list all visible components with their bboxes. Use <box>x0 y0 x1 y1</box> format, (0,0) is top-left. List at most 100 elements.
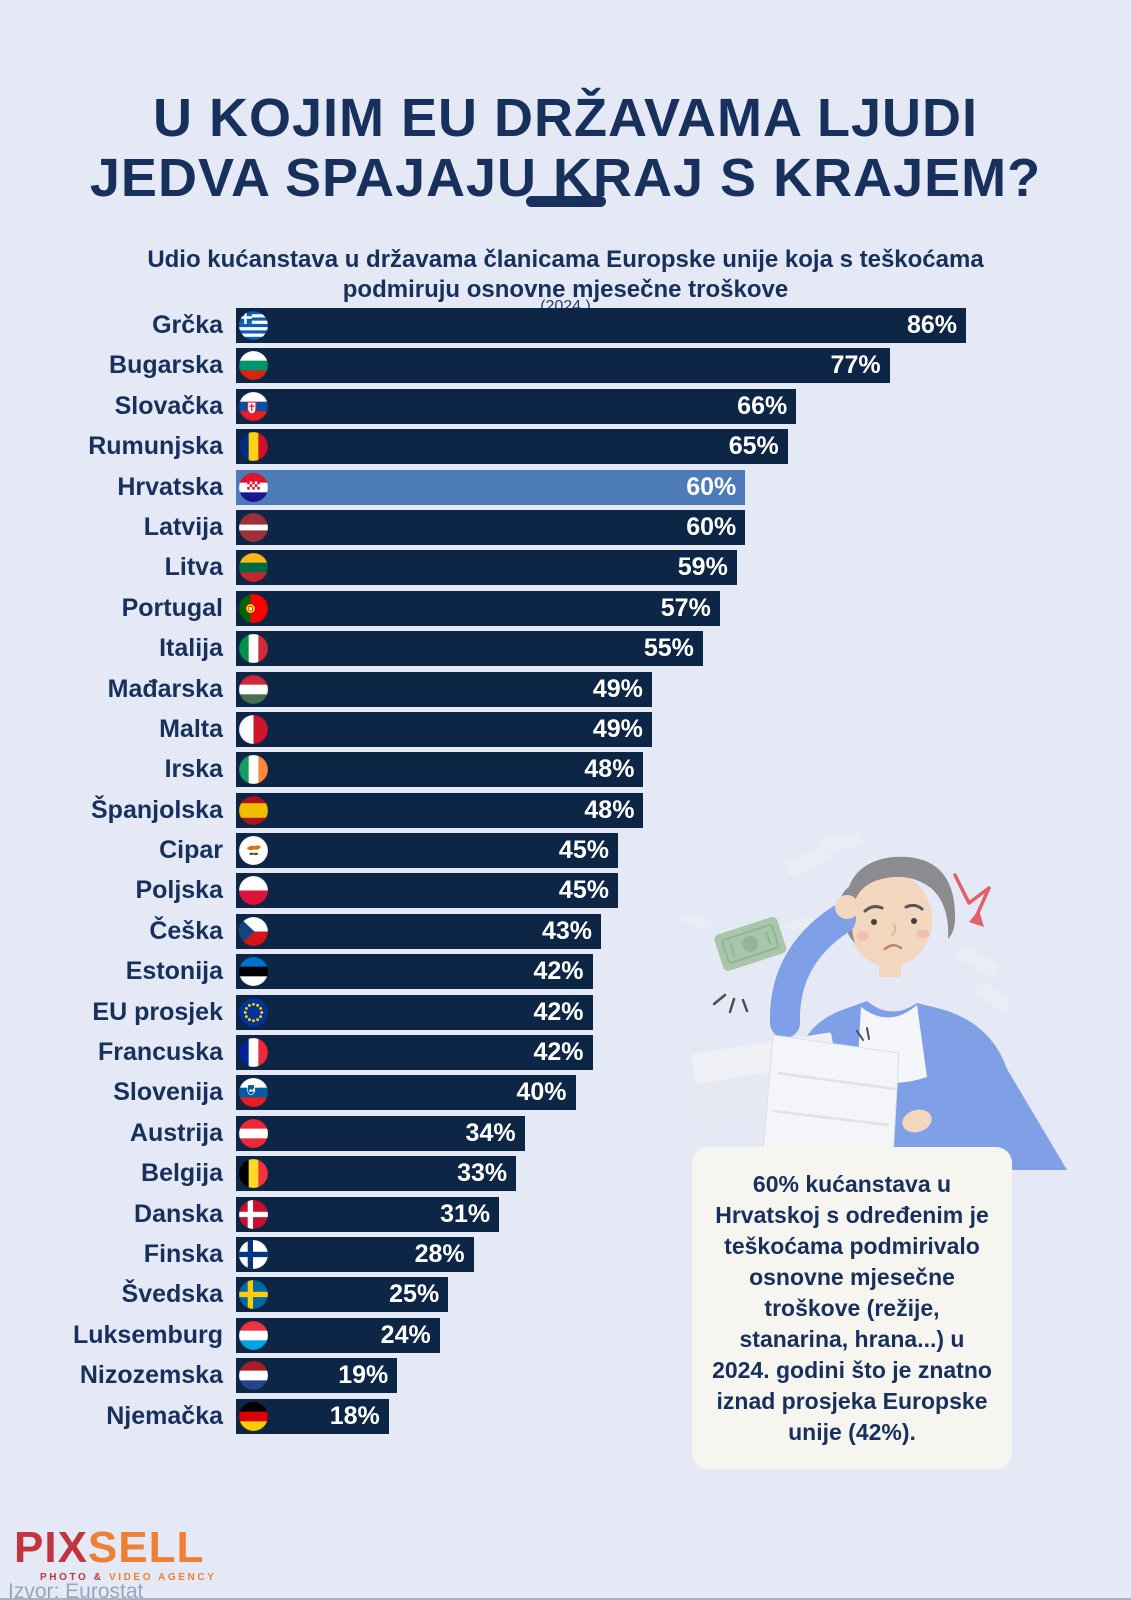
value-label: 60% <box>686 472 737 501</box>
chart-row: Italija 55% <box>0 631 1131 667</box>
value-bar: 60% <box>236 509 746 545</box>
chart-row: Malta 49% <box>0 711 1131 747</box>
logo-sell: SELL <box>87 1523 205 1572</box>
finland-flag-icon <box>239 1239 268 1269</box>
country-label: Mađarska <box>107 674 223 703</box>
hungary-flag-icon <box>239 674 268 704</box>
romania-flag-icon <box>239 432 268 462</box>
value-label: 40% <box>516 1078 567 1107</box>
highlight-callout: 60% kućanstava u Hrvatskoj s određenim j… <box>692 1147 1012 1469</box>
subtitle-line-1: Udio kućanstava u državama članicama Eur… <box>147 246 984 273</box>
value-label: 33% <box>457 1159 508 1188</box>
cyprus-flag-icon <box>239 836 268 866</box>
value-label: 66% <box>737 391 788 420</box>
bill-fold-lines <box>772 1071 896 1127</box>
portugal-flag-icon <box>239 593 268 623</box>
country-label: Cipar <box>159 836 223 865</box>
right-blush <box>916 929 930 939</box>
value-label: 45% <box>558 876 609 905</box>
logo-pix: PIX <box>14 1523 88 1572</box>
czechia-flag-icon <box>239 916 268 946</box>
country-label: Irska <box>164 755 223 784</box>
logo-tagline: PHOTO & VIDEO AGENCY <box>40 1572 217 1583</box>
title-line-1: U KOJIM EU DRŽAVAMA LJUDI <box>152 88 978 149</box>
value-label: 18% <box>329 1401 380 1430</box>
chart-row: Belgija 33% <box>0 1156 1131 1192</box>
value-bar: 48% <box>236 752 644 788</box>
value-bar: 45% <box>236 833 618 869</box>
value-bar: 18% <box>236 1398 389 1434</box>
right-arm-sleeve <box>922 1052 1002 1144</box>
chart-row: Austrija 34% <box>0 1115 1131 1151</box>
value-label: 86% <box>906 311 957 339</box>
value-label: 48% <box>584 795 635 824</box>
country-label: Slovačka <box>114 391 223 420</box>
value-bar: 19% <box>236 1358 398 1394</box>
slovakia-flag-icon <box>239 391 268 421</box>
country-label: Belgija <box>141 1159 223 1188</box>
value-bar: 42% <box>236 994 593 1030</box>
slovenia-flag-icon <box>239 1078 268 1108</box>
country-label: Malta <box>159 714 223 743</box>
chart-row: Hrvatska 60% <box>0 469 1131 505</box>
country-label: Francuska <box>97 1038 223 1067</box>
value-bar: 48% <box>236 792 644 828</box>
austria-flag-icon <box>239 1118 268 1148</box>
chart-row: Grčka 86% <box>0 308 1131 343</box>
value-label: 77% <box>830 351 881 380</box>
value-label: 49% <box>592 674 643 703</box>
chart-row: Irska 48% <box>0 752 1131 788</box>
chart-subtitle: Udio kućanstava u državama članicama Eur… <box>0 245 1131 305</box>
value-label: 59% <box>677 553 728 582</box>
chart-row: Poljska 45% <box>0 873 1131 909</box>
value-label: 55% <box>643 634 694 663</box>
value-label: 43% <box>541 916 592 945</box>
country-label: Nizozemska <box>79 1361 223 1390</box>
background-paper-shapes <box>784 832 1010 1012</box>
callout-text: 60% kućanstava u Hrvatskoj s određenim j… <box>712 1170 992 1445</box>
chart-row: Estonija 42% <box>0 954 1131 990</box>
value-label: 57% <box>660 593 711 622</box>
country-label: Poljska <box>135 876 223 905</box>
pixsell-logo: PIXSELL <box>14 1526 204 1570</box>
decline-arrow-icon <box>953 873 991 927</box>
malta-flag-icon <box>239 714 268 744</box>
scratching-hand <box>835 895 859 919</box>
hair <box>844 856 956 943</box>
chart-row: Bugarska 77% <box>0 348 1131 384</box>
value-bar: 40% <box>236 1075 576 1111</box>
chart-row: Finska 28% <box>0 1236 1131 1272</box>
holding-hand <box>902 1109 932 1133</box>
latvia-flag-icon <box>239 512 268 542</box>
value-bar: 31% <box>236 1196 500 1232</box>
lithuania-flag-icon <box>239 553 268 583</box>
value-label: 60% <box>686 512 737 541</box>
netherlands-flag-icon <box>239 1361 268 1391</box>
value-label: 25% <box>389 1280 440 1309</box>
poland-flag-icon <box>239 876 268 906</box>
surprise-marks <box>856 1027 870 1041</box>
value-label: 34% <box>465 1118 516 1147</box>
country-label: Njemačka <box>106 1401 223 1430</box>
highlighted-value-bar: 60% <box>236 469 746 505</box>
worried-man-figure <box>690 856 1067 1170</box>
country-label: Luksemburg <box>72 1320 223 1349</box>
left-blush <box>856 931 870 941</box>
chart-row: Nizozemska 19% <box>0 1358 1131 1394</box>
chart-row: Latvija 60% <box>0 509 1131 545</box>
country-label: Rumunjska <box>88 432 223 461</box>
chart-row: Luksemburg 24% <box>0 1317 1131 1353</box>
chart-row: Njemačka 18% <box>0 1398 1131 1434</box>
nose <box>891 923 897 936</box>
value-bar: 57% <box>236 590 720 626</box>
value-label: 24% <box>380 1320 431 1349</box>
value-bar: 65% <box>236 429 788 465</box>
value-bar: 24% <box>236 1317 440 1353</box>
flying-money-icon <box>679 914 815 1014</box>
eu-flag-icon <box>239 997 268 1027</box>
france-flag-icon <box>239 1038 268 1068</box>
value-bar: 42% <box>236 1035 593 1071</box>
value-label: 65% <box>728 432 779 461</box>
value-label: 31% <box>440 1199 491 1228</box>
value-bar: 49% <box>236 711 652 747</box>
